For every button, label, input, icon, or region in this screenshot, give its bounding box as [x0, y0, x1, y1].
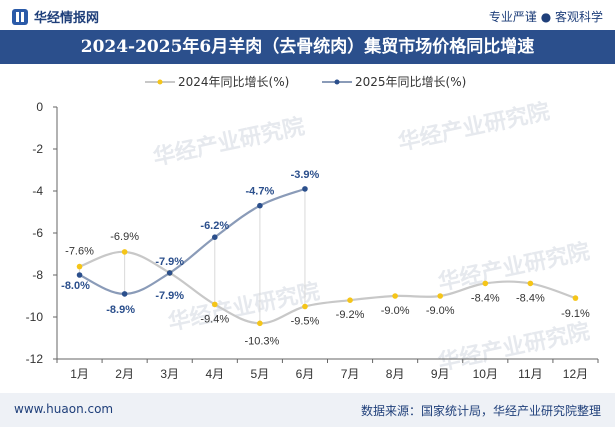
data-label-2024: -10.3%: [244, 335, 279, 347]
y-tick-label: -8: [32, 268, 43, 282]
x-tick-label: 11月: [518, 367, 542, 381]
data-label-2025: -7.9%: [155, 256, 184, 268]
footer: www.huaon.com 数据来源：国家统计局，华经产业研究院整理: [0, 393, 615, 427]
watermark-text: 华经产业研究院: [436, 238, 592, 295]
series-lines: [79, 187, 576, 325]
point-2024: [437, 293, 444, 299]
data-label-2024: -9.4%: [200, 313, 229, 325]
point-2024: [211, 301, 218, 308]
x-tick-label: 8月: [386, 367, 405, 381]
data-label-2025: -4.7%: [246, 186, 275, 198]
x-tick-label: 6月: [296, 367, 315, 381]
data-label-2024: -9.0%: [381, 305, 410, 317]
axes: 0 -2 -4 -6 -8 -10 -12 1月 2月 3月 4月 5月 6月 7月 8月 9月 10月 11月 1…: [26, 100, 599, 381]
data-label-2024: -9.2%: [336, 309, 365, 321]
point-2024: [347, 297, 353, 304]
x-tick-label: 9月: [431, 367, 450, 381]
data-label-2025: -6.2%: [200, 220, 229, 232]
point-2025: [211, 234, 218, 240]
point-2025: [121, 291, 128, 297]
data-label-2024: -7.9%: [155, 290, 184, 302]
y-tick-label: 0: [36, 100, 43, 114]
point-2024: [76, 263, 83, 270]
y-tick-label: -12: [26, 352, 44, 366]
data-label-2024: -6.9%: [110, 231, 139, 243]
x-tick-label: 3月: [160, 367, 179, 381]
point-2024: [257, 320, 263, 327]
data-label-2025: -3.9%: [291, 169, 320, 181]
legend-marker-2025: [334, 79, 340, 85]
brand-name: 华经情报网: [34, 11, 100, 26]
watermark-text: 华经产业研究院: [151, 113, 307, 170]
data-label-2024: -9.1%: [561, 308, 590, 320]
x-tick-label: 1月: [70, 367, 89, 381]
title-bar: 2024-2025年6月羊肉（去骨统肉）集贸市场价格同比增速: [0, 30, 615, 64]
point-2025: [76, 272, 83, 278]
point-2024: [482, 280, 489, 287]
x-tick-label: 2月: [115, 367, 134, 381]
x-tick-label: 7月: [341, 367, 360, 381]
watermark-text: 华经产业研究院: [396, 98, 552, 155]
point-2024: [121, 249, 128, 255]
series-line-2024: [79, 250, 576, 325]
point-2024: [302, 303, 308, 310]
tagline: 专业严谨 ● 客观科学: [488, 10, 603, 24]
brand-logo-icon: [12, 8, 28, 25]
data-label-2024: -9.5%: [291, 316, 320, 328]
series-markers: [76, 186, 579, 327]
legend-marker-2024: [157, 79, 163, 85]
legend-label-2025: 2025年同比增长(%): [355, 75, 466, 89]
point-2024: [527, 280, 534, 287]
series-line-2025: [79, 187, 306, 296]
data-label-2024: -8.4%: [471, 292, 500, 304]
data-label-2024: -7.6%: [65, 246, 94, 258]
data-label-2024: -8.4%: [516, 292, 545, 304]
x-tick-label: 10月: [473, 367, 498, 381]
y-tick-label: -10: [26, 310, 44, 324]
brand: 华经情报网: [12, 7, 99, 26]
data-label-2025: -8.0%: [61, 280, 90, 292]
y-tick-label: -4: [32, 184, 43, 198]
legend: 2024年同比增长(%) 2025年同比增长(%): [145, 75, 466, 89]
footer-url[interactable]: www.huaon.com: [14, 402, 114, 416]
top-bar: 华经情报网 专业严谨 ● 客观科学: [0, 0, 615, 30]
data-label-2024: -9.0%: [426, 305, 455, 317]
data-labels: -8.0% -8.9% -7.9% -6.2% -4.7% -3.9% -7.6% -6.9%…: [61, 169, 590, 347]
footer-source: 数据来源：国家统计局，华经产业研究院整理: [360, 404, 601, 418]
data-label-2025: -8.9%: [106, 304, 135, 316]
point-2025: [302, 186, 308, 192]
point-2025: [257, 202, 263, 209]
point-2025: [166, 270, 173, 276]
x-tick-label: 12月: [563, 367, 588, 381]
guide-lines: [79, 188, 306, 324]
point-2024: [392, 293, 398, 299]
legend-label-2024: 2024年同比增长(%): [178, 75, 289, 89]
chart-title: 2024-2025年6月羊肉（去骨统肉）集贸市场价格同比增速: [80, 37, 535, 57]
x-tick-label: 4月: [205, 367, 224, 381]
y-tick-label: -6: [32, 226, 43, 240]
x-tick-label: 5月: [251, 367, 270, 381]
point-2024: [572, 295, 579, 301]
y-tick-label: -2: [32, 142, 43, 156]
